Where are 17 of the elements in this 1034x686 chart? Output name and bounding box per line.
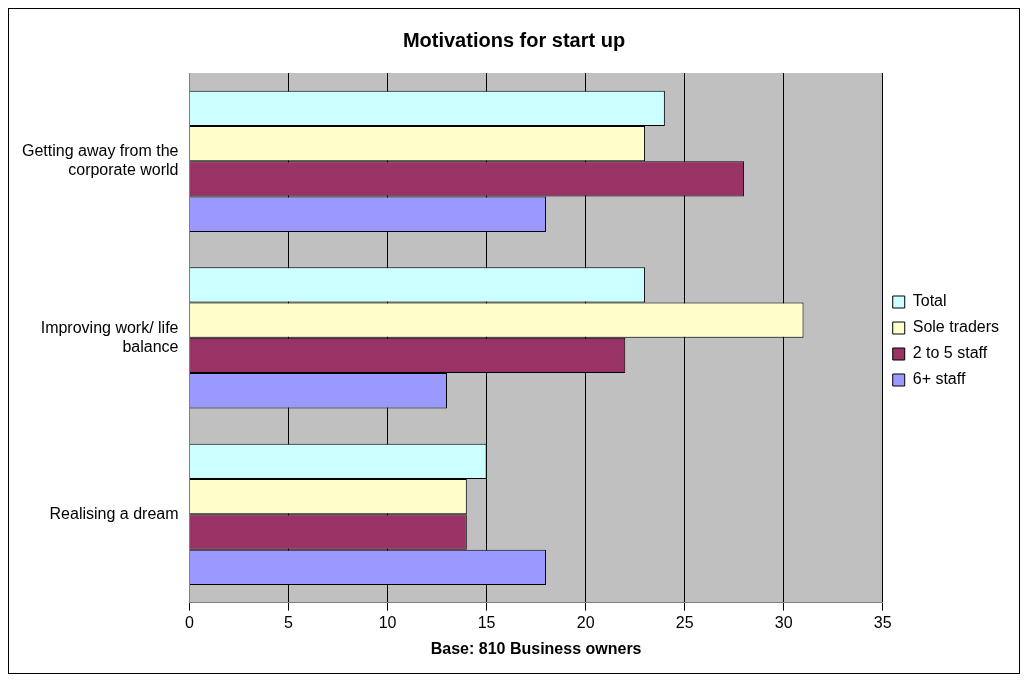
- chart-title: Motivations for start up: [402, 28, 626, 51]
- y-tick-label: Realising a dream: [49, 504, 179, 522]
- y-tick-label: Getting away from the corporate world: [22, 142, 179, 179]
- x-tick-label: 10: [378, 613, 397, 631]
- x-tick-label: 5: [284, 613, 294, 631]
- legend-label: Sole traders: [912, 318, 999, 336]
- x-tick-label: 20: [576, 613, 595, 631]
- y-tick-label: Improving work/ life balance: [40, 318, 179, 355]
- x-tick-label: 0: [185, 613, 195, 631]
- legend-label: Total: [912, 292, 947, 310]
- legend-label: 2 to 5 staff: [912, 344, 988, 362]
- x-tick-label: 30: [774, 613, 793, 631]
- x-tick-label: 25: [675, 613, 694, 631]
- x-tick-label: 35: [873, 613, 892, 631]
- legend-label: 6+ staff: [912, 370, 966, 388]
- x-axis-title: Base: 810 Business owners: [430, 639, 642, 657]
- x-tick-label: 15: [477, 613, 496, 631]
